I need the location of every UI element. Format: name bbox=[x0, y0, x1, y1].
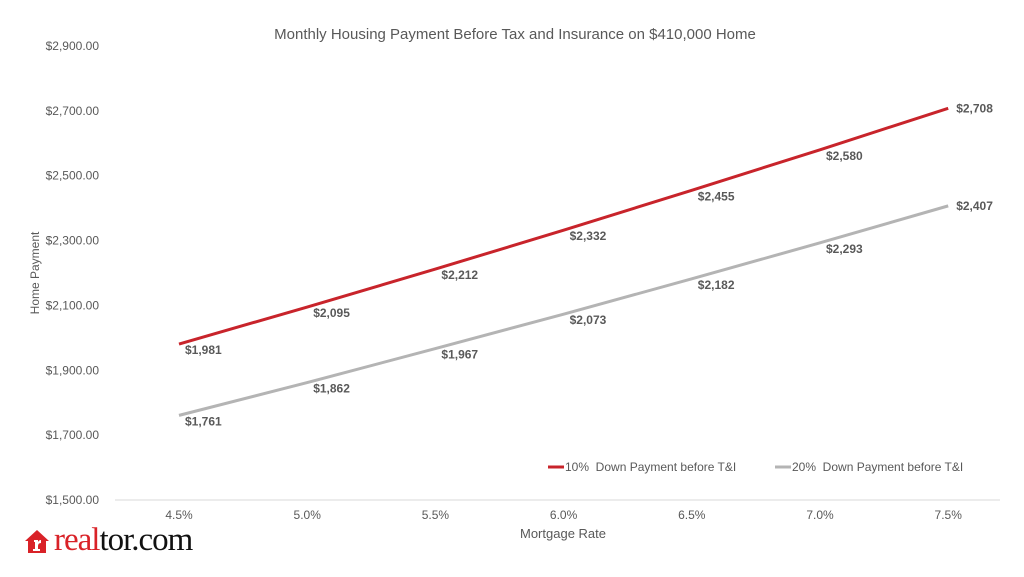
data-label: $2,407 bbox=[956, 199, 993, 213]
realtor-logo: real tor.com bbox=[24, 522, 193, 558]
y-tick-label: $2,900.00 bbox=[46, 39, 100, 53]
y-tick-label: $1,500.00 bbox=[46, 493, 100, 507]
data-label: $2,293 bbox=[826, 242, 863, 256]
series-line-20 bbox=[178, 204, 949, 417]
data-label: $2,073 bbox=[570, 313, 607, 327]
logo-text-tor: tor.com bbox=[99, 522, 193, 558]
x-tick-label: 4.5% bbox=[165, 508, 193, 522]
legend: 10% Down Payment before T&I 20% Down Pay… bbox=[548, 460, 963, 474]
data-label: $2,708 bbox=[956, 101, 993, 115]
y-tick-label: $2,100.00 bbox=[46, 298, 100, 312]
y-axis-label: Home Payment bbox=[28, 231, 42, 314]
y-tick-label: $2,700.00 bbox=[46, 104, 100, 118]
chart-title: Monthly Housing Payment Before Tax and I… bbox=[274, 26, 756, 43]
legend-label-20: 20% Down Payment before T&I bbox=[792, 460, 963, 474]
x-tick-label: 5.0% bbox=[294, 508, 322, 522]
y-tick-label: $2,500.00 bbox=[46, 169, 100, 183]
series-line-10 bbox=[178, 106, 949, 346]
legend-label-10: 10% Down Payment before T&I bbox=[565, 460, 736, 474]
x-tick-label: 6.5% bbox=[678, 508, 706, 522]
data-label: $1,862 bbox=[313, 382, 350, 396]
data-label: $2,212 bbox=[441, 268, 478, 282]
data-label: $2,095 bbox=[313, 306, 350, 320]
data-label: $2,182 bbox=[698, 278, 735, 292]
x-tick-label: 5.5% bbox=[422, 508, 450, 522]
house-icon bbox=[25, 529, 49, 553]
x-tick-label: 7.5% bbox=[935, 508, 963, 522]
y-tick-label: $1,700.00 bbox=[46, 428, 100, 442]
data-label: $2,580 bbox=[826, 149, 863, 163]
y-tick-label: $2,300.00 bbox=[46, 234, 100, 248]
x-tick-label: 6.0% bbox=[550, 508, 578, 522]
x-axis-label: Mortgage Rate bbox=[520, 526, 606, 541]
data-label: $1,981 bbox=[185, 343, 222, 357]
data-label: $2,332 bbox=[570, 229, 607, 243]
data-label: $2,455 bbox=[698, 189, 735, 203]
y-tick-label: $1,900.00 bbox=[46, 363, 100, 377]
data-label: $1,967 bbox=[441, 348, 478, 362]
data-label: $1,761 bbox=[185, 414, 222, 428]
logo-text-real: real bbox=[54, 522, 100, 558]
x-tick-label: 7.0% bbox=[806, 508, 834, 522]
